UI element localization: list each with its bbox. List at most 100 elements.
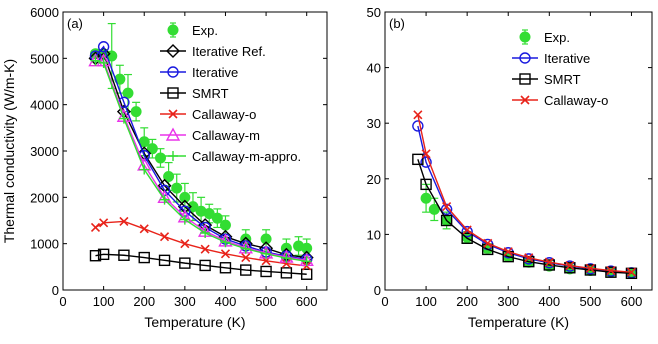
data-point <box>99 218 109 228</box>
data-point <box>260 265 272 278</box>
data-point <box>300 268 313 280</box>
x-tick-label: 300 <box>497 294 519 309</box>
data-point <box>461 225 473 238</box>
legend-label: Callaway-o <box>192 107 256 122</box>
data-point <box>585 263 595 273</box>
data-point <box>412 153 424 166</box>
x-tick-label: 300 <box>174 294 196 309</box>
y-tick-label: 20 <box>367 172 381 187</box>
legend-item: Callaway-m <box>160 127 260 143</box>
data-point <box>219 219 231 231</box>
legend-marker <box>167 87 179 99</box>
y-tick-label: 0 <box>52 283 59 298</box>
series-line <box>417 114 632 273</box>
data-point <box>199 259 211 272</box>
legend-label: Iterative Ref. <box>192 44 266 59</box>
y-tick-label: 6000 <box>30 5 59 20</box>
data-point <box>159 194 170 205</box>
legend-label: Exp. <box>544 30 570 45</box>
y-tick-label: 4000 <box>30 98 59 113</box>
data-point <box>180 239 190 249</box>
y-tick-label: 0 <box>374 283 381 298</box>
legend-marker <box>519 73 531 85</box>
data-point <box>462 225 472 235</box>
data-point <box>440 214 453 227</box>
data-point <box>428 203 440 215</box>
x-tick-label: 600 <box>621 294 643 309</box>
legend-label: Callaway-m-appro. <box>192 149 301 164</box>
series-line <box>95 52 307 259</box>
legend-marker <box>168 151 178 161</box>
data-point <box>544 257 554 267</box>
legend: Exp. Iterative SMRT Callaway-o <box>512 29 608 108</box>
legend-marker <box>168 109 178 119</box>
series-line <box>95 253 307 275</box>
legend-label: Iterative <box>544 51 590 66</box>
data-point <box>220 237 231 248</box>
y-tick-label: 5000 <box>30 51 59 66</box>
legend-item: Callaway-o <box>512 93 608 108</box>
series-line <box>417 159 632 275</box>
legend-item: Exp. <box>519 29 570 45</box>
data-point <box>158 254 171 267</box>
data-point <box>412 120 424 132</box>
data-point <box>97 248 110 261</box>
data-point <box>171 182 183 194</box>
legend-label: Callaway-m <box>192 128 260 143</box>
data-point <box>281 253 292 264</box>
legend-marker <box>165 127 181 141</box>
data-point <box>177 199 192 214</box>
data-point <box>240 264 252 276</box>
data-point <box>203 208 215 220</box>
x-tick-label: 500 <box>255 294 277 309</box>
legend-label: SMRT <box>192 86 229 101</box>
series-callaway-o <box>413 110 637 277</box>
legend-item: Exp. <box>167 22 218 38</box>
data-point <box>200 244 210 254</box>
legend-item: Iterative Ref. <box>160 44 266 59</box>
y-tick-label: 10 <box>367 227 381 242</box>
y-tick-label: 3000 <box>30 144 59 159</box>
data-point <box>98 57 109 68</box>
legend-item: Callaway-o <box>160 107 256 122</box>
data-point <box>179 191 191 203</box>
plot-area-frame <box>384 11 653 291</box>
data-point <box>606 265 616 276</box>
y-axis-label: Thermal conductivity (W/m-K) <box>1 59 17 243</box>
x-tick-label: 200 <box>456 294 478 309</box>
data-point <box>130 106 142 118</box>
data-point <box>420 192 432 204</box>
data-point <box>179 257 191 269</box>
legend-label: Iterative <box>192 65 238 80</box>
data-point <box>584 264 597 276</box>
data-point <box>163 170 175 182</box>
legend-label: SMRT <box>544 72 581 87</box>
legend-marker <box>520 95 530 105</box>
legend-item: SMRT <box>160 86 229 101</box>
legend-marker <box>166 44 180 58</box>
y-tick-label: 1000 <box>30 237 59 252</box>
y-tick-label: 2000 <box>30 190 59 205</box>
legend-marker <box>167 24 179 36</box>
data-point <box>565 260 575 271</box>
data-point <box>420 178 432 191</box>
data-point <box>154 152 166 164</box>
x-tick-label: 500 <box>580 294 602 309</box>
x-tick-label: 100 <box>93 294 115 309</box>
data-point <box>211 212 223 224</box>
data-point <box>159 232 170 242</box>
chart-panel-b: 0 100 200 300 400 500 600 0 10 20 30 40 50 Temperatur… <box>367 5 653 330</box>
data-point <box>90 222 101 233</box>
y-tick-label: 50 <box>367 5 381 20</box>
data-point <box>179 214 190 225</box>
data-point <box>413 110 423 120</box>
data-point <box>118 113 129 124</box>
y-tick-label: 30 <box>367 116 381 131</box>
data-point <box>280 267 293 279</box>
data-point <box>261 248 272 259</box>
data-point <box>260 233 272 245</box>
legend-marker <box>167 66 179 78</box>
data-point <box>281 259 291 269</box>
